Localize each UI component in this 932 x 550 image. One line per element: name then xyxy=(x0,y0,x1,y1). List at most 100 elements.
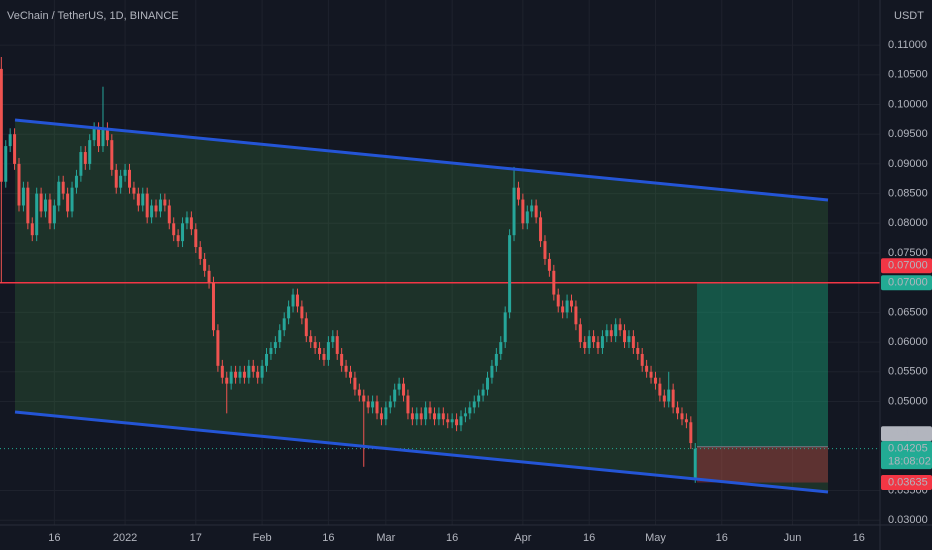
candle-body xyxy=(631,336,635,349)
candle-body xyxy=(468,407,472,414)
candle-body xyxy=(335,336,339,354)
price-label: 0.07000 xyxy=(888,277,928,289)
stop-zone xyxy=(697,446,828,483)
candle-body xyxy=(92,128,96,141)
candle-body xyxy=(8,134,12,147)
candle-body xyxy=(543,241,547,259)
candle-body xyxy=(30,223,34,236)
candle-body xyxy=(512,187,516,236)
candle-body xyxy=(379,413,383,420)
price-label-box xyxy=(881,426,932,442)
candle-body xyxy=(309,336,313,343)
candle-body xyxy=(397,383,401,390)
price-label: 0.03635 xyxy=(888,476,928,488)
x-tick-label: 17 xyxy=(190,532,202,544)
candle-body xyxy=(640,353,644,366)
channel-lower-line xyxy=(14,410,829,494)
candle-body xyxy=(415,413,419,420)
candle-body xyxy=(477,395,481,402)
currency: USDT xyxy=(894,10,924,22)
candle-body xyxy=(437,413,441,420)
candle-body xyxy=(39,193,43,212)
candle-body xyxy=(459,416,463,426)
candle-body xyxy=(83,152,87,164)
candle-body xyxy=(4,146,8,182)
candle-body xyxy=(291,294,295,307)
candle-body xyxy=(684,419,688,423)
candle-body xyxy=(362,395,366,402)
candle-body xyxy=(97,128,101,147)
price-label: 0.04237 xyxy=(888,428,928,440)
candle-body xyxy=(645,365,649,372)
x-tick-label: 16 xyxy=(583,532,595,544)
candle-body xyxy=(74,175,78,188)
candle-body xyxy=(278,330,282,343)
candle-body xyxy=(344,365,348,372)
candle-body xyxy=(211,282,215,331)
candle-body xyxy=(516,187,520,200)
candle-body xyxy=(667,389,671,402)
y-tick-label: 0.11000 xyxy=(888,39,927,51)
candle-body xyxy=(189,217,193,230)
candle-body xyxy=(229,371,233,384)
candle-body xyxy=(66,193,70,212)
candle-body xyxy=(141,193,145,206)
candle-body xyxy=(105,128,109,141)
candle-body xyxy=(605,330,609,337)
candle-body xyxy=(172,223,176,236)
candle-body xyxy=(609,330,613,337)
candle-body xyxy=(348,371,352,378)
candle-body xyxy=(662,395,666,402)
y-tick-label: 0.06000 xyxy=(888,336,928,348)
candle-body xyxy=(35,193,39,236)
candle-body xyxy=(101,128,105,147)
price-label-box xyxy=(881,475,932,491)
candle-body xyxy=(158,199,162,212)
candle-body xyxy=(136,193,140,206)
candle-body xyxy=(402,383,406,396)
candle-body xyxy=(636,348,640,354)
y-tick-label: 0.09000 xyxy=(888,158,928,170)
y-tick-label: 0.05000 xyxy=(888,395,928,407)
candle-body xyxy=(176,235,180,242)
candle-body xyxy=(251,365,255,372)
candle-body xyxy=(424,407,428,420)
candle-body xyxy=(57,181,61,206)
y-tick-label: 0.08500 xyxy=(888,188,928,200)
candle-body xyxy=(357,389,361,396)
candle-body xyxy=(627,336,631,343)
price-label: 0.07000 xyxy=(888,260,928,272)
candle-body xyxy=(52,205,56,224)
candle-body xyxy=(614,324,618,337)
candle-body xyxy=(486,377,490,390)
candle-body xyxy=(419,413,423,420)
price-label: 0.04205 xyxy=(888,443,928,455)
candle-body xyxy=(371,401,375,408)
channel-upper-line xyxy=(14,118,829,202)
candle-body xyxy=(70,187,74,212)
candle-body xyxy=(207,270,211,283)
candle-body xyxy=(578,324,582,343)
candle-body xyxy=(561,306,565,313)
candle-body xyxy=(574,306,578,325)
candle-body xyxy=(216,330,220,366)
position-boxes xyxy=(0,281,880,483)
price-label-box xyxy=(881,275,932,291)
channel-fill xyxy=(15,120,828,492)
candle-body xyxy=(145,193,149,218)
candle-body xyxy=(353,377,357,390)
candle-body xyxy=(203,258,207,271)
chart-title: VeChain / TetherUS, 1D, BINANCE xyxy=(7,10,179,22)
candle-body xyxy=(13,134,17,164)
candle-body xyxy=(79,152,83,176)
x-tick-label: Jun xyxy=(784,532,802,544)
candles xyxy=(0,57,697,483)
candle-body xyxy=(247,365,251,378)
y-tick-label: 0.10500 xyxy=(888,69,928,81)
candle-body xyxy=(503,312,507,343)
candle-body xyxy=(340,353,344,366)
candle-body xyxy=(322,353,326,360)
candle-body xyxy=(490,365,494,378)
